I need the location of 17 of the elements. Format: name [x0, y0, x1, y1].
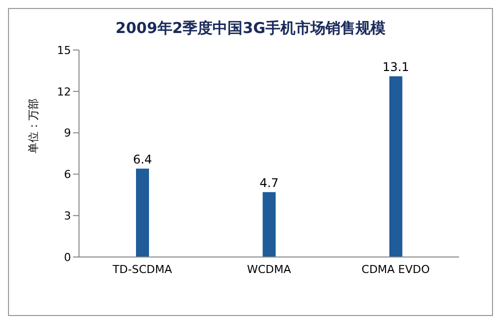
y-tick-label: 6 — [64, 168, 71, 182]
x-tick-label: TD-SCDMA — [112, 262, 172, 276]
bar — [136, 168, 149, 257]
y-tick-label: 12 — [57, 85, 71, 98]
y-tick-label: 9 — [64, 126, 71, 140]
data-label: 13.1 — [382, 60, 410, 74]
bar — [389, 76, 402, 257]
y-tick-label: 0 — [64, 250, 71, 264]
y-tick-label: 3 — [64, 210, 71, 223]
data-label: 4.7 — [260, 176, 279, 190]
x-tick-label: CDMA EVDO — [362, 262, 430, 276]
y-tick-label: 15 — [57, 44, 71, 57]
data-label: 6.4 — [132, 152, 152, 167]
x-tick-label: WCDMA — [246, 262, 292, 276]
y-axis-title: 单位：万部 — [26, 98, 40, 154]
bar — [262, 192, 276, 257]
chart-title: 2009年2季度中国3G手机市场销售规模 — [114, 19, 386, 38]
